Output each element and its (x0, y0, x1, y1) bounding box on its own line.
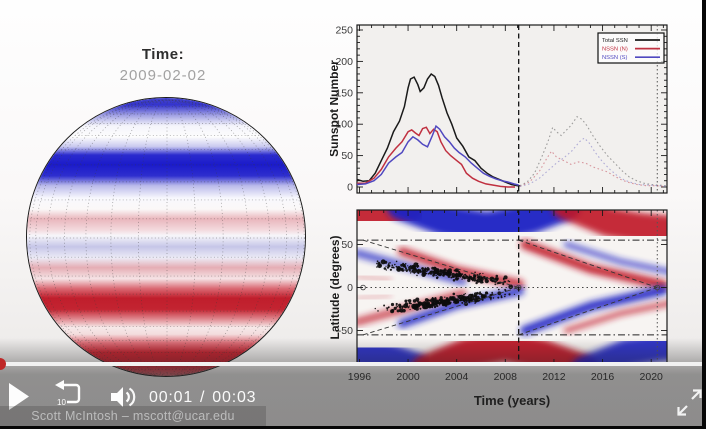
svg-text:2020: 2020 (640, 371, 664, 383)
controls-shade (0, 338, 706, 429)
solar-sphere-bands (27, 98, 305, 376)
play-icon (9, 383, 29, 410)
svg-text:2000: 2000 (396, 371, 420, 383)
svg-text:100: 100 (335, 119, 353, 131)
fullscreen-button[interactable] (676, 388, 703, 417)
seek-scrubber[interactable] (0, 358, 6, 370)
time-current: 00:01 (149, 389, 194, 406)
svg-text:2008: 2008 (494, 371, 518, 383)
time-display: 00:01 / 00:03 (149, 389, 256, 407)
rewind-10-icon (55, 380, 81, 404)
time-label: Time: (141, 46, 185, 63)
sunspot-number-chart: 0 50 100 150 200 250 Sunspot Number Total SSN NS… (330, 24, 668, 194)
svg-text:250: 250 (335, 25, 353, 37)
solar-sphere (26, 97, 306, 377)
time-value: 2009-02-02 (119, 67, 207, 84)
caption-bar: Scott McIntosh – mscott@ucar.edu (0, 406, 266, 426)
svg-text:-50: -50 (338, 325, 353, 337)
svg-text:NSSN (N): NSSN (N) (602, 47, 628, 53)
letterbox-bottom (0, 426, 706, 429)
svg-text:2016: 2016 (591, 371, 615, 383)
svg-text:200: 200 (335, 56, 353, 68)
fullscreen-icon (677, 389, 702, 416)
svg-text:Time (years): Time (years) (474, 393, 550, 408)
caption-text: Scott McIntosh – mscott@ucar.edu (31, 409, 235, 423)
time-label-group: Time: 2009-02-02 (38, 46, 288, 84)
rewind-10-button[interactable] (55, 380, 82, 408)
svg-text:Total SSN: Total SSN (602, 38, 628, 44)
play-button[interactable] (9, 383, 29, 410)
svg-text:150: 150 (335, 87, 353, 99)
volume-button[interactable] (111, 386, 139, 408)
time-duration: 00:03 (212, 389, 257, 406)
svg-text:Sunspot Number: Sunspot Number (330, 60, 341, 157)
letterbox-right (702, 0, 706, 429)
svg-text:0: 0 (347, 282, 353, 294)
time-separator: / (200, 389, 206, 406)
svg-text:NSSN (S): NSSN (S) (602, 55, 628, 61)
svg-text:Latitude (degrees): Latitude (degrees) (330, 235, 342, 339)
svg-text:0: 0 (347, 182, 353, 194)
seekbar[interactable] (0, 358, 706, 370)
volume-icon (111, 387, 136, 407)
svg-text:2004: 2004 (445, 371, 469, 383)
svg-text:1996: 1996 (348, 371, 372, 383)
rewind-10-label[interactable]: 10 (57, 398, 66, 407)
svg-text:2012: 2012 (542, 371, 566, 383)
svg-text:50: 50 (341, 239, 353, 251)
svg-text:50: 50 (341, 150, 353, 162)
sphere-grid-overlay (29, 99, 305, 376)
